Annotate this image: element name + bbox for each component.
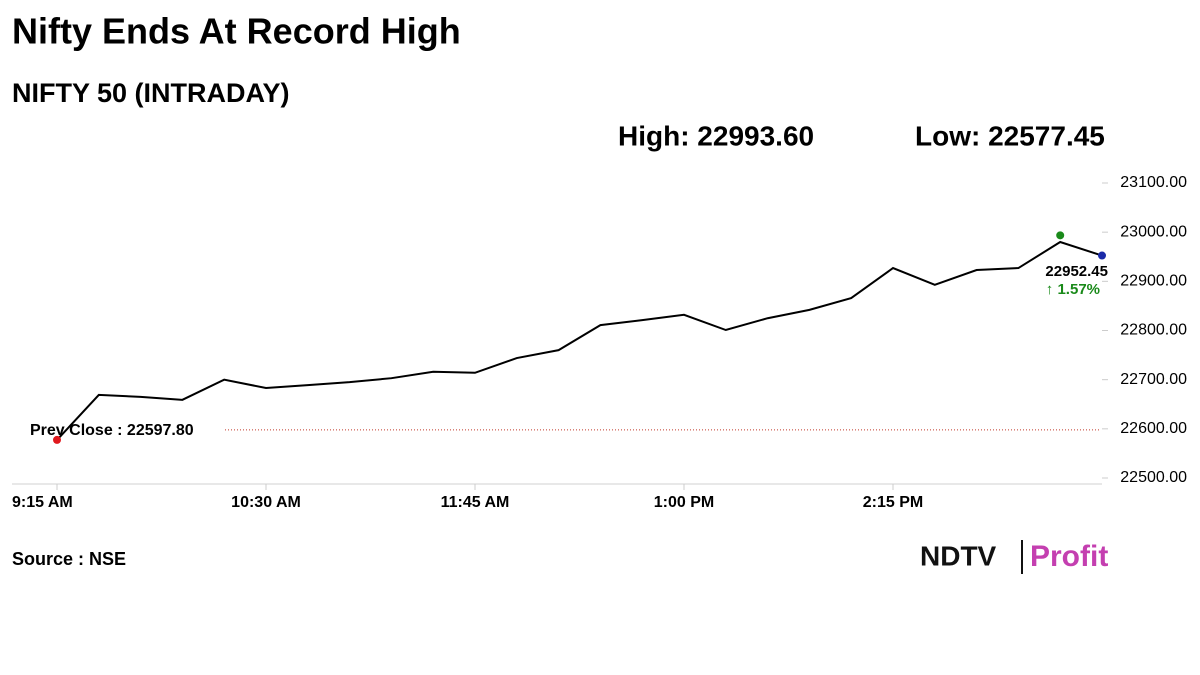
high-label: High: 22993.60 [618, 120, 814, 151]
y-tick-label: 22500.00 [1120, 469, 1187, 486]
y-tick-label: 22900.00 [1120, 273, 1187, 290]
chart-subtitle: NIFTY 50 (INTRADAY) [12, 78, 290, 108]
price-line [56, 240, 1103, 441]
logo-ndtv: NDTV [920, 540, 997, 571]
x-tick-label: 10:30 AM [231, 494, 301, 511]
logo-profit: Profit [1030, 540, 1108, 573]
change-label: ↑ 1.57% [1046, 281, 1100, 298]
y-tick-label: 23000.00 [1120, 223, 1187, 240]
chart-title: Nifty Ends At Record High [12, 11, 461, 52]
low-label: Low: 22577.45 [915, 120, 1105, 151]
x-tick-label: 11:45 AM [441, 494, 510, 511]
x-tick-label: 9:15 AM [12, 494, 73, 511]
x-tick-label: 1:00 PM [654, 494, 714, 511]
x-tick-label: 2:15 PM [863, 494, 923, 511]
low-marker [53, 435, 61, 444]
prev-close-label: Prev Close : 22597.80 [30, 422, 194, 439]
y-tick-label: 22700.00 [1120, 371, 1187, 388]
y-tick-label: 22600.00 [1120, 420, 1187, 437]
high-marker [1056, 231, 1065, 240]
y-tick-label: 23100.00 [1120, 174, 1187, 191]
source: Source : NSE [12, 549, 126, 569]
last-marker [1098, 251, 1106, 260]
last-value-label: 22952.45 [1045, 263, 1108, 280]
y-tick-label: 22800.00 [1120, 322, 1187, 339]
